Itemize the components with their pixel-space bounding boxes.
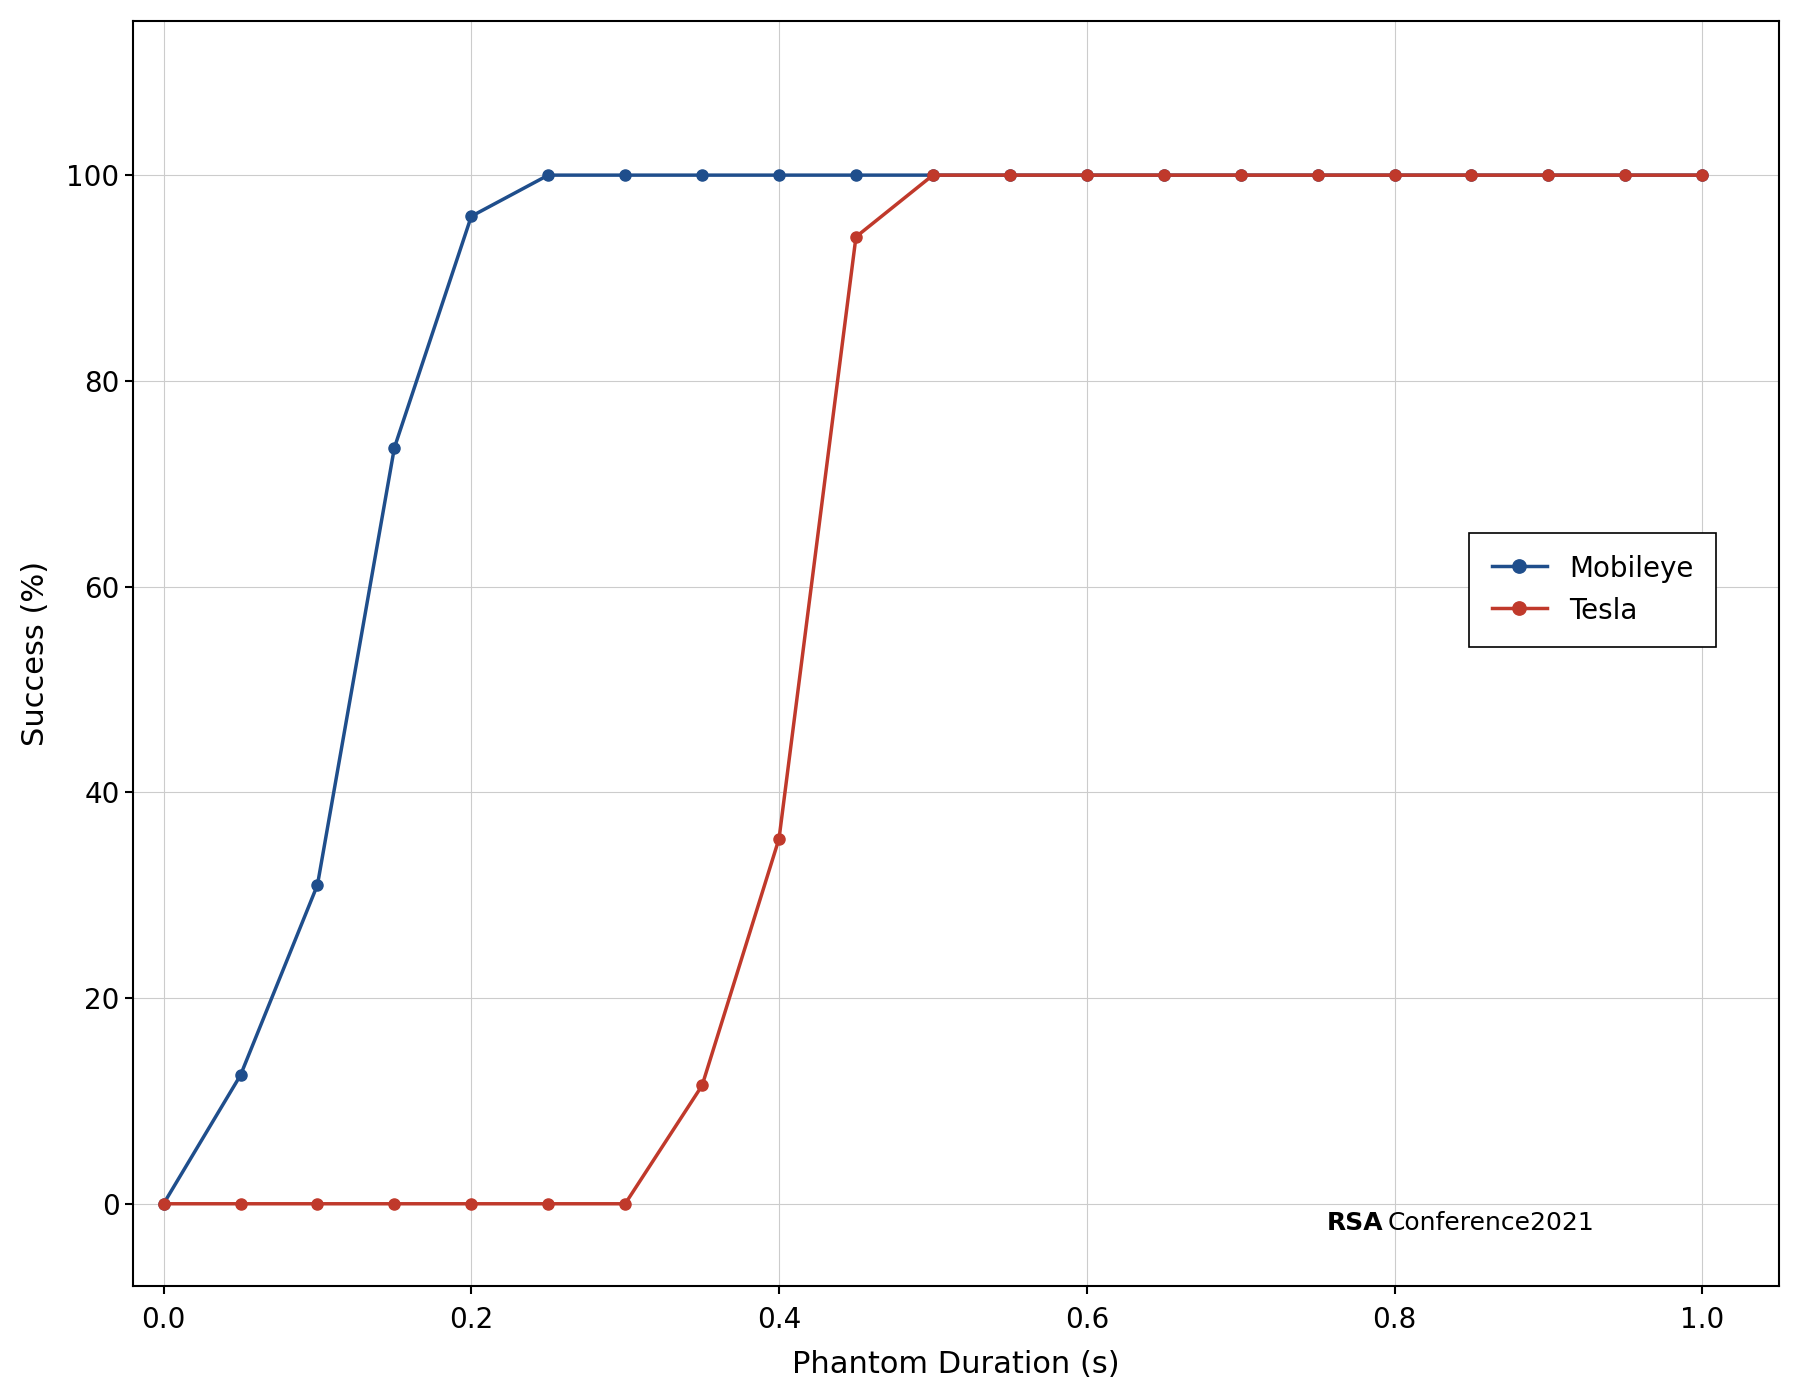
Legend: Mobileye, Tesla: Mobileye, Tesla: [1469, 533, 1715, 647]
Mobileye: [153, 1196, 175, 1212]
Mobileye: [306, 876, 328, 893]
Mobileye: [846, 167, 868, 183]
Tesla: [383, 1196, 405, 1212]
Tesla: [846, 228, 868, 245]
Mobileye: [1384, 167, 1406, 183]
Tesla: [153, 1196, 175, 1212]
Tesla: [538, 1196, 560, 1212]
Line: Mobileye: Mobileye: [158, 169, 1708, 1210]
Mobileye: [1460, 167, 1481, 183]
Tesla: [1154, 167, 1175, 183]
Y-axis label: Success (%): Success (%): [22, 561, 50, 746]
Tesla: [1615, 167, 1636, 183]
Mobileye: [230, 1067, 252, 1084]
Tesla: [1537, 167, 1559, 183]
Mobileye: [999, 167, 1021, 183]
Tesla: [769, 830, 790, 847]
Mobileye: [1229, 167, 1251, 183]
Mobileye: [1537, 167, 1559, 183]
Tesla: [691, 1077, 713, 1093]
Mobileye: [1076, 167, 1098, 183]
Line: Tesla: Tesla: [158, 169, 1708, 1210]
Mobileye: [769, 167, 790, 183]
Tesla: [1307, 167, 1328, 183]
Mobileye: [1154, 167, 1175, 183]
Tesla: [1384, 167, 1406, 183]
Mobileye: [614, 167, 635, 183]
Tesla: [614, 1196, 635, 1212]
Mobileye: [1692, 167, 1714, 183]
Tesla: [999, 167, 1021, 183]
Tesla: [1460, 167, 1481, 183]
Tesla: [1229, 167, 1251, 183]
X-axis label: Phantom Duration (s): Phantom Duration (s): [792, 1350, 1120, 1379]
Mobileye: [461, 207, 482, 224]
Text: RSA: RSA: [1327, 1211, 1382, 1235]
Tesla: [1692, 167, 1714, 183]
Mobileye: [691, 167, 713, 183]
Tesla: [461, 1196, 482, 1212]
Mobileye: [922, 167, 943, 183]
Mobileye: [383, 440, 405, 456]
Mobileye: [1615, 167, 1636, 183]
Tesla: [306, 1196, 328, 1212]
Tesla: [922, 167, 943, 183]
Mobileye: [1307, 167, 1328, 183]
Text: Conference2021: Conference2021: [1388, 1211, 1595, 1235]
Tesla: [230, 1196, 252, 1212]
Tesla: [1076, 167, 1098, 183]
Mobileye: [538, 167, 560, 183]
